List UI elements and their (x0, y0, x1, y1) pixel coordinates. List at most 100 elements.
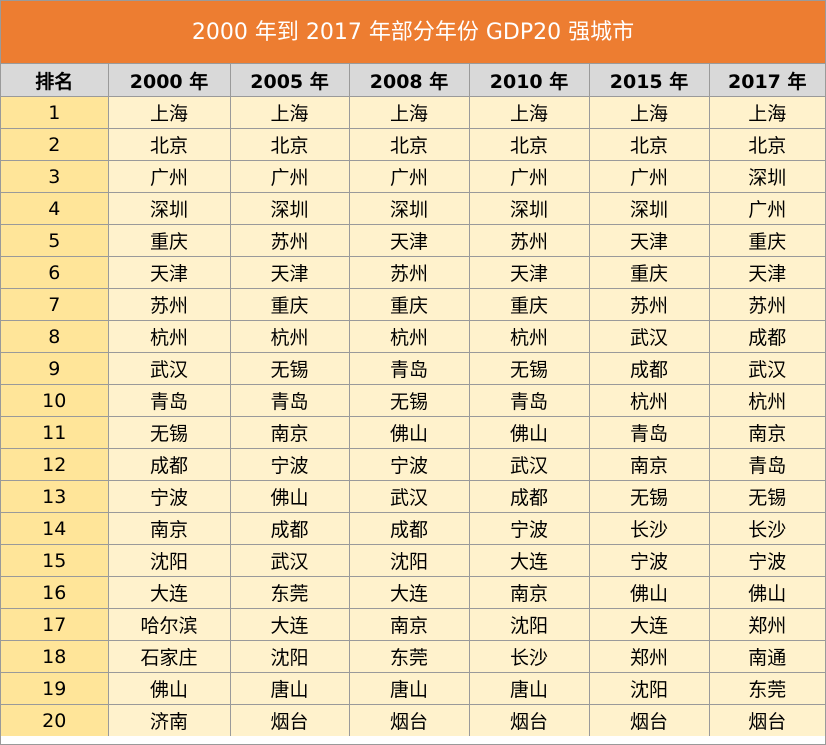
table-row: 4 深圳 深圳 深圳 深圳 深圳 广州 (1, 192, 825, 225)
city-cell: 上海 (468, 96, 590, 129)
city-cell: 深圳 (229, 192, 350, 225)
rank-cell: 12 (1, 448, 109, 481)
city-cell: 重庆 (348, 288, 470, 321)
rank-cell: 16 (1, 576, 109, 609)
table-row: 18 石家庄 沈阳 东莞 长沙 郑州 南通 (1, 640, 825, 673)
city-cell: 武汉 (708, 352, 825, 385)
table-row: 1 上海 上海 上海 上海 上海 上海 (1, 96, 825, 129)
city-cell: 上海 (107, 96, 231, 129)
city-cell: 烟台 (708, 704, 825, 736)
column-header-2017: 2017 年 (708, 64, 825, 97)
city-cell: 东莞 (229, 576, 350, 609)
rank-cell: 3 (1, 160, 109, 193)
header-row: 排名 2000 年 2005 年 2008 年 2010 年 2015 年 20… (1, 64, 825, 97)
column-header-2015: 2015 年 (588, 64, 710, 97)
city-cell: 哈尔滨 (107, 608, 231, 641)
rank-cell: 1 (1, 96, 109, 129)
table-row: 9 武汉 无锡 青岛 无锡 成都 武汉 (1, 352, 825, 385)
rank-cell: 13 (1, 480, 109, 513)
city-cell: 郑州 (588, 640, 710, 673)
table-row: 16 大连 东莞 大连 南京 佛山 佛山 (1, 576, 825, 609)
city-cell: 石家庄 (107, 640, 231, 673)
table-row: 20 济南 烟台 烟台 烟台 烟台 烟台 (1, 704, 825, 736)
rank-cell: 20 (1, 704, 109, 736)
table-row: 10 青岛 青岛 无锡 青岛 杭州 杭州 (1, 384, 825, 417)
city-cell: 南京 (708, 416, 825, 449)
city-cell: 杭州 (229, 320, 350, 353)
city-cell: 北京 (708, 128, 825, 161)
city-cell: 宁波 (588, 544, 710, 577)
city-cell: 杭州 (588, 384, 710, 417)
city-cell: 大连 (348, 576, 470, 609)
city-cell: 大连 (107, 576, 231, 609)
city-cell: 上海 (708, 96, 825, 129)
city-cell: 大连 (229, 608, 350, 641)
city-cell: 佛山 (468, 416, 590, 449)
rank-cell: 19 (1, 672, 109, 705)
city-cell: 青岛 (708, 448, 825, 481)
city-cell: 天津 (588, 224, 710, 257)
city-cell: 深圳 (348, 192, 470, 225)
city-cell: 苏州 (107, 288, 231, 321)
city-cell: 成都 (229, 512, 350, 545)
city-cell: 苏州 (229, 224, 350, 257)
city-cell: 苏州 (708, 288, 825, 321)
city-cell: 沈阳 (107, 544, 231, 577)
city-cell: 广州 (588, 160, 710, 193)
rank-cell: 4 (1, 192, 109, 225)
city-cell: 沈阳 (468, 608, 590, 641)
city-cell: 武汉 (468, 448, 590, 481)
city-cell: 郑州 (708, 608, 825, 641)
city-cell: 东莞 (708, 672, 825, 705)
city-cell: 广州 (107, 160, 231, 193)
city-cell: 青岛 (588, 416, 710, 449)
city-cell: 大连 (468, 544, 590, 577)
city-cell: 无锡 (468, 352, 590, 385)
city-cell: 青岛 (468, 384, 590, 417)
city-cell: 沈阳 (588, 672, 710, 705)
city-cell: 唐山 (468, 672, 590, 705)
city-cell: 无锡 (107, 416, 231, 449)
city-cell: 天津 (107, 256, 231, 289)
city-cell: 南京 (588, 448, 710, 481)
city-cell: 南通 (708, 640, 825, 673)
city-cell: 重庆 (229, 288, 350, 321)
city-cell: 宁波 (708, 544, 825, 577)
city-cell: 无锡 (708, 480, 825, 513)
rank-cell: 14 (1, 512, 109, 545)
column-header-rank: 排名 (1, 64, 109, 97)
city-cell: 成都 (107, 448, 231, 481)
city-cell: 东莞 (348, 640, 470, 673)
city-cell: 北京 (107, 128, 231, 161)
city-cell: 杭州 (468, 320, 590, 353)
city-cell: 深圳 (468, 192, 590, 225)
table-row: 17 哈尔滨 大连 南京 沈阳 大连 郑州 (1, 608, 825, 641)
city-cell: 天津 (229, 256, 350, 289)
city-cell: 宁波 (229, 448, 350, 481)
city-cell: 烟台 (588, 704, 710, 736)
table-row: 8 杭州 杭州 杭州 杭州 武汉 成都 (1, 320, 825, 353)
city-cell: 青岛 (107, 384, 231, 417)
table-row: 13 宁波 佛山 武汉 成都 无锡 无锡 (1, 480, 825, 513)
city-cell: 上海 (229, 96, 350, 129)
city-cell: 天津 (348, 224, 470, 257)
city-cell: 广州 (348, 160, 470, 193)
city-cell: 北京 (468, 128, 590, 161)
city-cell: 武汉 (107, 352, 231, 385)
city-cell: 南京 (229, 416, 350, 449)
rank-cell: 7 (1, 288, 109, 321)
city-cell: 广州 (708, 192, 825, 225)
table-row: 19 佛山 唐山 唐山 唐山 沈阳 东莞 (1, 672, 825, 705)
city-cell: 无锡 (229, 352, 350, 385)
city-cell: 南京 (107, 512, 231, 545)
city-cell: 天津 (468, 256, 590, 289)
city-cell: 长沙 (588, 512, 710, 545)
city-cell: 唐山 (229, 672, 350, 705)
column-header-2005: 2005 年 (229, 64, 350, 97)
gdp-ranking-table: 排名 2000 年 2005 年 2008 年 2010 年 2015 年 20… (1, 64, 825, 736)
city-cell: 大连 (588, 608, 710, 641)
city-cell: 成都 (348, 512, 470, 545)
column-header-2008: 2008 年 (348, 64, 470, 97)
column-header-2000: 2000 年 (107, 64, 231, 97)
rank-cell: 17 (1, 608, 109, 641)
